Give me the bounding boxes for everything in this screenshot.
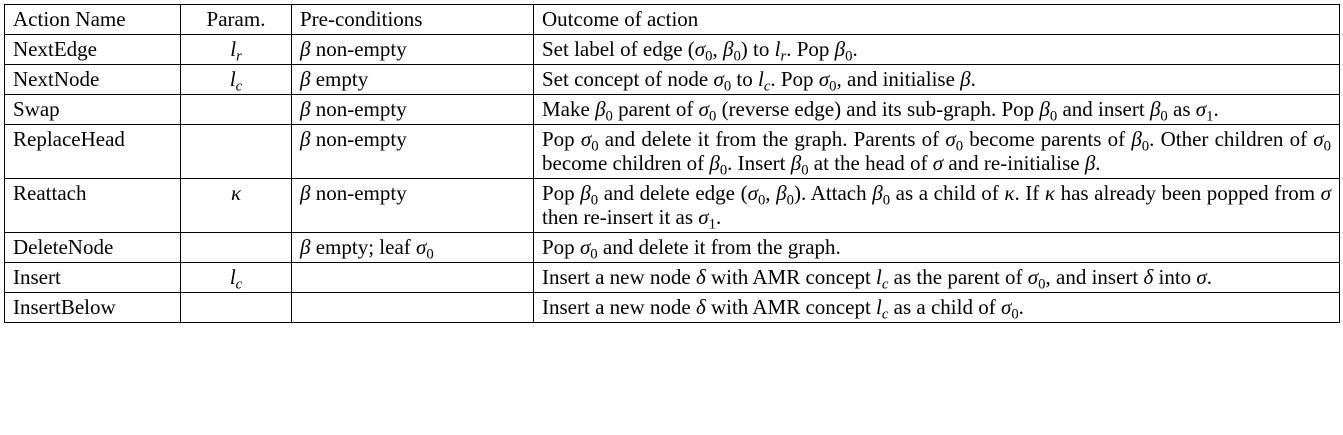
table-row: NextNode lc β empty Set concept of node σ0 … — [4, 64, 1340, 95]
cell-outcome: Make β0 parent of σ0 (reverse edge) and … — [533, 94, 1340, 125]
cell-param: κ — [180, 178, 292, 233]
cell-preconditions — [291, 292, 534, 323]
cell-outcome: Insert a new node δ with AMR concept lc … — [533, 262, 1340, 293]
actions-table: Action Name Param. Pre-conditions Outcom… — [4, 4, 1340, 323]
table-row: Swap β non-empty Make β0 parent of σ0 (rev… — [4, 94, 1340, 125]
cell-action-name: InsertBelow — [4, 292, 181, 323]
header-outcome: Outcome of action — [533, 4, 1340, 35]
cell-outcome: Insert a new node δ with AMR concept lc … — [533, 292, 1340, 323]
table-row: DeleteNode β empty; leaf σ0 Pop σ0 and del… — [4, 232, 1340, 263]
header-row: Action Name Param. Pre-conditions Outcom… — [4, 4, 1340, 35]
table-row: NextEdge lr β non-empty Set label of edge (… — [4, 34, 1340, 65]
header-param: Param. — [180, 4, 292, 35]
cell-action-name: DeleteNode — [4, 232, 181, 263]
table-row: Reattach κ β non-empty Pop β0 and delete ed… — [4, 178, 1340, 233]
cell-action-name: Swap — [4, 94, 181, 125]
header-action-name: Action Name — [4, 4, 181, 35]
actions-table-container: Action Name Param. Pre-conditions Outcom… — [4, 4, 1340, 323]
cell-preconditions: β non-empty — [291, 94, 534, 125]
table-row: ReplaceHead β non-empty Pop σ0 and delete … — [4, 124, 1340, 179]
cell-preconditions: β empty; leaf σ0 — [291, 232, 534, 263]
cell-outcome: Set concept of node σ0 to lc. Pop σ0, an… — [533, 64, 1340, 95]
cell-param — [180, 124, 292, 179]
cell-outcome: Pop σ0 and delete it from the graph. — [533, 232, 1340, 263]
header-preconditions: Pre-conditions — [291, 4, 534, 35]
cell-action-name: Reattach — [4, 178, 181, 233]
cell-param: lr — [180, 34, 292, 65]
cell-param: lc — [180, 262, 292, 293]
cell-outcome: Pop σ0 and delete it from the graph. Par… — [533, 124, 1340, 179]
cell-preconditions: β empty — [291, 64, 534, 95]
cell-param — [180, 94, 292, 125]
cell-preconditions — [291, 262, 534, 293]
table-row: Insert lc Insert a new node δ with AMR con… — [4, 262, 1340, 293]
cell-outcome: Set label of edge (σ0, β0) to lr. Pop β0… — [533, 34, 1340, 65]
cell-action-name: ReplaceHead — [4, 124, 181, 179]
cell-action-name: NextNode — [4, 64, 181, 95]
table-row: InsertBelow Insert a new node δ with AMR … — [4, 292, 1340, 323]
cell-action-name: Insert — [4, 262, 181, 293]
cell-outcome: Pop β0 and delete edge (σ0, β0). Attach … — [533, 178, 1340, 233]
cell-preconditions: β non-empty — [291, 178, 534, 233]
cell-param — [180, 232, 292, 263]
cell-preconditions: β non-empty — [291, 34, 534, 65]
cell-preconditions: β non-empty — [291, 124, 534, 179]
table-body: NextEdge lr β non-empty Set label of edge (… — [4, 34, 1340, 323]
cell-action-name: NextEdge — [4, 34, 181, 65]
cell-param: lc — [180, 64, 292, 95]
cell-param — [180, 292, 292, 323]
